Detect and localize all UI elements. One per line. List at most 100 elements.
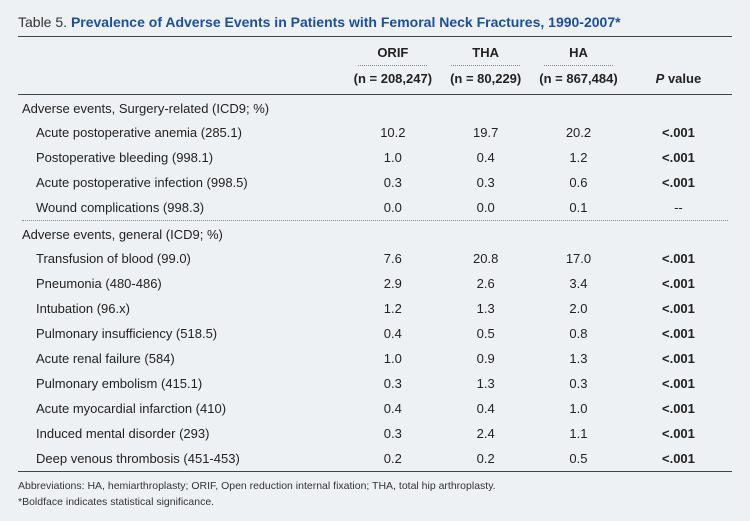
val-ha: 20.2 — [532, 120, 625, 145]
table-row: Intubation (96.x)1.21.32.0<.001 — [18, 296, 732, 321]
row-label: Pneumonia (480-486) — [18, 271, 346, 296]
val-p: <.001 — [625, 120, 732, 145]
section-heading: Adverse events, general (ICD9; %) — [18, 221, 732, 246]
table-number: Table 5. — [18, 14, 67, 30]
val-ha: 1.3 — [532, 346, 625, 371]
val-orif: 0.3 — [346, 170, 439, 195]
val-ha: 0.1 — [532, 195, 625, 220]
val-tha: 0.4 — [439, 145, 532, 170]
table-container: Table 5. Prevalence of Adverse Events in… — [0, 0, 750, 521]
col-pvalue: P value — [625, 66, 732, 95]
col-ha: HA — [532, 37, 625, 66]
table-row: Acute postoperative anemia (285.1)10.219… — [18, 120, 732, 145]
section-heading-cell: Adverse events, Surgery-related (ICD9; %… — [18, 95, 732, 121]
row-label: Acute myocardial infarction (410) — [18, 396, 346, 421]
row-label: Deep venous thrombosis (451-453) — [18, 446, 346, 472]
val-orif: 7.6 — [346, 246, 439, 271]
val-orif: 0.3 — [346, 371, 439, 396]
table-body: Adverse events, Surgery-related (ICD9; %… — [18, 95, 732, 474]
row-label: Acute postoperative infection (998.5) — [18, 170, 346, 195]
val-p: <.001 — [625, 271, 732, 296]
val-tha: 0.4 — [439, 396, 532, 421]
val-p: <.001 — [625, 371, 732, 396]
val-orif: 2.9 — [346, 271, 439, 296]
table-row: Acute myocardial infarction (410)0.40.41… — [18, 396, 732, 421]
val-p: <.001 — [625, 246, 732, 271]
val-p: <.001 — [625, 296, 732, 321]
val-ha: 0.8 — [532, 321, 625, 346]
table-title: Prevalence of Adverse Events in Patients… — [71, 14, 621, 30]
val-orif: 0.2 — [346, 446, 439, 472]
val-tha: 0.5 — [439, 321, 532, 346]
row-label: Induced mental disorder (293) — [18, 421, 346, 446]
n-ha: (n = 867,484) — [532, 66, 625, 95]
footnotes: Abbreviations: HA, hemiarthroplasty; ORI… — [18, 479, 732, 511]
val-ha: 0.5 — [532, 446, 625, 472]
val-ha: 1.0 — [532, 396, 625, 421]
val-orif: 0.0 — [346, 195, 439, 220]
val-tha: 2.4 — [439, 421, 532, 446]
table-row: Acute postoperative infection (998.5)0.3… — [18, 170, 732, 195]
header-row-2: (n = 208,247) (n = 80,229) (n = 867,484)… — [18, 66, 732, 95]
n-tha: (n = 80,229) — [439, 66, 532, 95]
val-orif: 0.4 — [346, 396, 439, 421]
val-ha: 0.3 — [532, 371, 625, 396]
section-heading-cell: Adverse events, general (ICD9; %) — [18, 221, 732, 246]
val-tha: 19.7 — [439, 120, 532, 145]
row-label: Pulmonary embolism (415.1) — [18, 371, 346, 396]
table-row: Pulmonary embolism (415.1)0.31.30.3<.001 — [18, 371, 732, 396]
table-title-row: Table 5. Prevalence of Adverse Events in… — [18, 14, 732, 30]
val-tha: 0.2 — [439, 446, 532, 472]
val-orif: 10.2 — [346, 120, 439, 145]
row-label: Intubation (96.x) — [18, 296, 346, 321]
table-row: Postoperative bleeding (998.1)1.00.41.2<… — [18, 145, 732, 170]
table-row: Induced mental disorder (293)0.32.41.1<.… — [18, 421, 732, 446]
row-label: Wound complications (998.3) — [18, 195, 346, 220]
col-orif: ORIF — [346, 37, 439, 66]
val-p: <.001 — [625, 346, 732, 371]
table-row: Acute renal failure (584)1.00.91.3<.001 — [18, 346, 732, 371]
row-label: Transfusion of blood (99.0) — [18, 246, 346, 271]
val-ha: 1.1 — [532, 421, 625, 446]
table-row: Pulmonary insufficiency (518.5)0.40.50.8… — [18, 321, 732, 346]
section-separator — [18, 472, 732, 474]
table-row: Wound complications (998.3)0.00.00.1-- — [18, 195, 732, 220]
val-ha: 2.0 — [532, 296, 625, 321]
val-p: <.001 — [625, 446, 732, 472]
val-ha: 17.0 — [532, 246, 625, 271]
val-p: <.001 — [625, 396, 732, 421]
val-orif: 1.0 — [346, 346, 439, 371]
data-table: ORIF THA HA (n = 208,247) (n = 80,229) (… — [18, 36, 732, 473]
val-p: <.001 — [625, 145, 732, 170]
val-orif: 0.3 — [346, 421, 439, 446]
table-row: Transfusion of blood (99.0)7.620.817.0<.… — [18, 246, 732, 271]
val-tha: 1.3 — [439, 371, 532, 396]
val-p: -- — [625, 195, 732, 220]
val-tha: 1.3 — [439, 296, 532, 321]
row-label: Acute postoperative anemia (285.1) — [18, 120, 346, 145]
n-orif: (n = 208,247) — [346, 66, 439, 95]
val-orif: 1.2 — [346, 296, 439, 321]
val-orif: 0.4 — [346, 321, 439, 346]
val-orif: 1.0 — [346, 145, 439, 170]
col-tha: THA — [439, 37, 532, 66]
table-row: Deep venous thrombosis (451-453)0.20.20.… — [18, 446, 732, 472]
val-ha: 0.6 — [532, 170, 625, 195]
val-p: <.001 — [625, 170, 732, 195]
row-label: Postoperative bleeding (998.1) — [18, 145, 346, 170]
table-row: Pneumonia (480-486)2.92.63.4<.001 — [18, 271, 732, 296]
val-p: <.001 — [625, 321, 732, 346]
val-tha: 20.8 — [439, 246, 532, 271]
footnote-abbrev: Abbreviations: HA, hemiarthroplasty; ORI… — [18, 479, 732, 495]
val-ha: 1.2 — [532, 145, 625, 170]
val-p: <.001 — [625, 421, 732, 446]
header-row-1: ORIF THA HA — [18, 37, 732, 66]
val-tha: 2.6 — [439, 271, 532, 296]
section-heading: Adverse events, Surgery-related (ICD9; %… — [18, 95, 732, 121]
val-tha: 0.0 — [439, 195, 532, 220]
row-label: Acute renal failure (584) — [18, 346, 346, 371]
val-tha: 0.3 — [439, 170, 532, 195]
val-tha: 0.9 — [439, 346, 532, 371]
row-label: Pulmonary insufficiency (518.5) — [18, 321, 346, 346]
footnote-note: *Boldface indicates statistical signific… — [18, 495, 732, 511]
